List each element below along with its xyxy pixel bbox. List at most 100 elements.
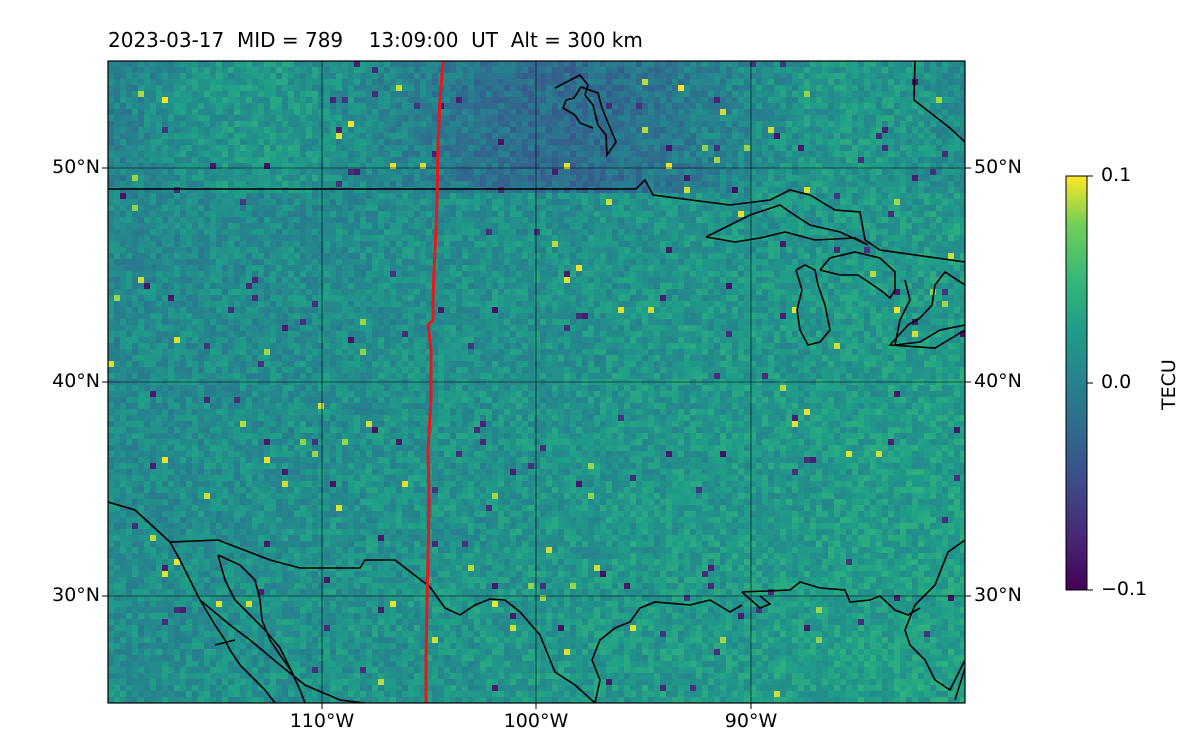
tec-pixel: [156, 259, 162, 265]
tec-pixel: [402, 259, 408, 265]
tec-pixel: [612, 187, 618, 193]
tec-pixel: [936, 181, 942, 187]
tec-pixel: [168, 217, 174, 223]
tec-pixel: [180, 91, 186, 97]
tec-pixel: [198, 163, 204, 169]
tec-pixel: [786, 223, 792, 229]
tec-pixel: [300, 193, 306, 199]
tec-pixel: [726, 241, 732, 247]
tec-pixel: [606, 133, 612, 139]
tec-pixel: [288, 61, 294, 67]
tec-pixel: [384, 265, 390, 271]
tec-pixel: [918, 199, 924, 205]
tec-pixel: [462, 91, 468, 97]
tec-pixel: [720, 229, 726, 235]
tec-pixel: [360, 241, 366, 247]
tec-pixel: [744, 163, 750, 169]
tec-pixel: [534, 175, 540, 181]
tec-pixel: [804, 121, 810, 127]
tec-pixel: [882, 187, 888, 193]
tec-pixel: [786, 151, 792, 157]
tec-pixel: [546, 235, 552, 241]
tec-pixel: [954, 79, 960, 85]
tec-pixel: [534, 187, 540, 193]
tec-pixel: [852, 223, 858, 229]
tec-pixel: [318, 241, 324, 247]
tec-pixel: [522, 121, 528, 127]
tec-pixel: [432, 103, 438, 109]
tec-pixel: [702, 223, 708, 229]
tec-pixel: [816, 61, 822, 67]
tec-pixel: [144, 121, 150, 127]
tec-pixel: [234, 241, 240, 247]
tec-pixel: [240, 79, 246, 85]
tec-pixel: [540, 193, 546, 199]
tec-pixel: [888, 253, 894, 259]
tec-pixel: [294, 211, 300, 217]
tec-pixel: [960, 139, 965, 145]
tec-pixel: [702, 61, 708, 67]
tec-pixel: [210, 169, 216, 175]
tec-pixel: [654, 175, 660, 181]
tec-pixel: [138, 67, 144, 73]
tec-pixel: [852, 91, 858, 97]
tec-pixel: [294, 223, 300, 229]
tec-pixel: [642, 109, 648, 115]
tec-pixel: [192, 145, 198, 151]
tec-pixel: [366, 169, 372, 175]
tec-pixel: [156, 223, 162, 229]
tec-pixel: [114, 259, 120, 265]
tec-pixel: [564, 181, 570, 187]
tec-pixel: [894, 157, 900, 163]
tec-pixel: [582, 241, 588, 247]
tec-pixel: [828, 259, 834, 265]
tec-pixel: [294, 103, 300, 109]
tec-pixel: [888, 67, 894, 73]
tec-pixel: [222, 145, 228, 151]
tec-pixel: [948, 103, 954, 109]
tec-pixel: [216, 217, 222, 223]
tec-pixel: [264, 121, 270, 127]
tec-pixel: [624, 151, 630, 157]
tec-pixel: [576, 241, 582, 247]
tec-pixel: [306, 115, 312, 121]
tec-pixel: [936, 103, 942, 109]
tec-pixel: [624, 139, 630, 145]
tec-pixel: [774, 79, 780, 85]
tec-pixel: [654, 91, 660, 97]
tec-pixel: [114, 253, 120, 259]
tec-pixel: [444, 217, 450, 223]
tec-pixel: [870, 85, 876, 91]
tec-pixel: [138, 229, 144, 235]
tec-pixel: [558, 163, 564, 169]
tec-pixel: [192, 91, 198, 97]
tec-pixel: [648, 229, 654, 235]
tec-pixel: [384, 169, 390, 175]
tec-pixel: [288, 73, 294, 79]
tec-pixel: [780, 247, 786, 253]
tec-pixel: [426, 253, 432, 259]
tec-pixel: [378, 103, 384, 109]
tec-pixel: [522, 73, 528, 79]
tec-pixel: [348, 235, 354, 241]
tec-pixel: [882, 199, 888, 205]
tec-pixel: [168, 259, 174, 265]
tec-pixel: [756, 103, 762, 109]
tec-pixel: [312, 181, 318, 187]
tec-pixel: [180, 121, 186, 127]
tec-pixel: [234, 133, 240, 139]
tec-pixel: [156, 109, 162, 115]
tec-pixel: [660, 259, 666, 265]
tec-pixel: [798, 127, 804, 133]
tec-pixel: [942, 223, 948, 229]
tec-pixel: [600, 187, 606, 193]
tec-pixel: [426, 133, 432, 139]
tec-pixel: [738, 85, 744, 91]
tec-pixel: [708, 133, 714, 139]
tec-pixel: [762, 181, 768, 187]
tec-pixel: [486, 79, 492, 85]
tec-pixel: [318, 181, 324, 187]
tec-pixel: [468, 91, 474, 97]
tec-pixel: [624, 211, 630, 217]
tec-pixel: [246, 67, 252, 73]
